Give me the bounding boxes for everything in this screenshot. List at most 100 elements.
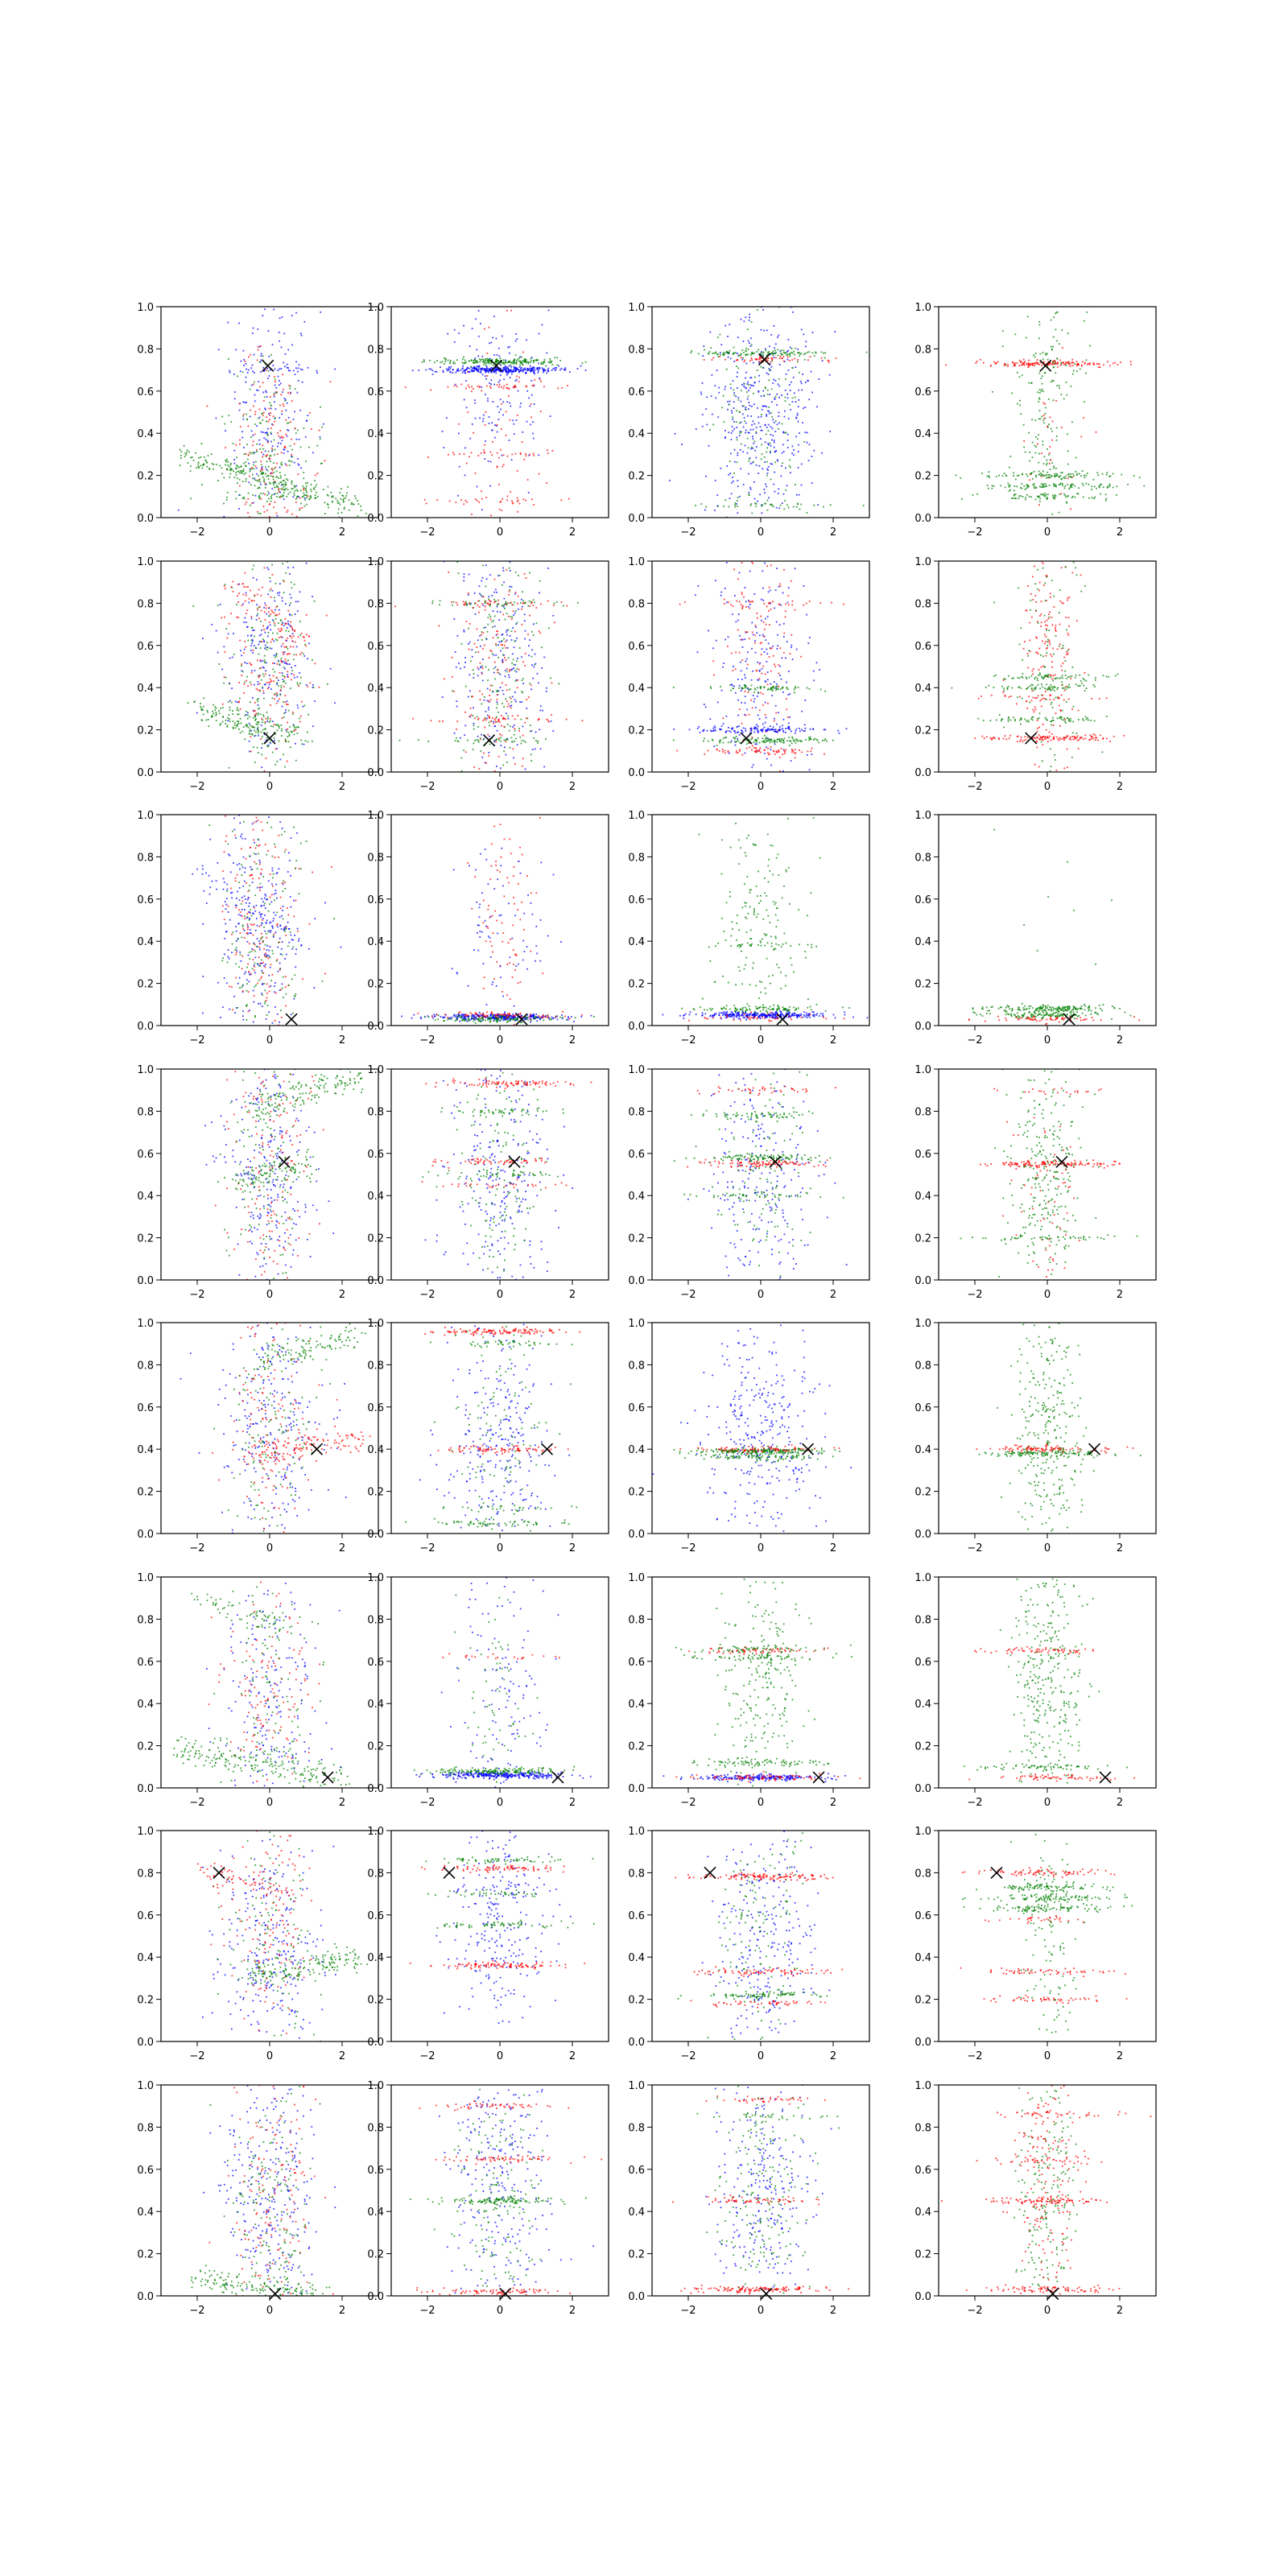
scatter-point bbox=[717, 353, 719, 355]
scatter-point bbox=[314, 486, 316, 488]
scatter-point bbox=[1055, 485, 1057, 488]
scatter-point bbox=[300, 633, 303, 634]
scatter-point bbox=[485, 585, 487, 588]
scatter-point bbox=[1052, 380, 1055, 382]
scatter-point bbox=[242, 431, 243, 433]
scatter-point bbox=[542, 371, 544, 374]
scatter-point bbox=[225, 460, 227, 463]
scatter-point bbox=[237, 595, 238, 597]
scatter-point bbox=[767, 469, 769, 471]
scatter-point bbox=[289, 726, 291, 728]
scatter-point bbox=[287, 429, 290, 431]
scatter-point bbox=[309, 495, 312, 497]
scatter-point bbox=[275, 606, 278, 608]
scatter-point bbox=[262, 625, 264, 627]
scatter-point bbox=[500, 650, 502, 652]
scatter-point bbox=[1045, 407, 1046, 409]
scatter-point bbox=[299, 717, 300, 720]
scatter-point bbox=[221, 467, 223, 469]
scatter-point bbox=[1055, 475, 1057, 477]
scatter-point bbox=[530, 357, 532, 360]
scatter-point bbox=[696, 651, 699, 654]
scatter-point bbox=[496, 466, 498, 469]
scatter-point bbox=[464, 601, 466, 604]
scatter-point bbox=[726, 350, 728, 353]
scatter-point bbox=[1047, 474, 1050, 476]
scatter-point bbox=[495, 600, 497, 602]
scatter-point bbox=[1063, 487, 1066, 489]
scatter-point bbox=[1049, 416, 1051, 419]
scatter-point bbox=[464, 603, 467, 605]
scatter-point bbox=[266, 627, 268, 629]
scatter-point bbox=[291, 667, 292, 669]
scatter-point bbox=[489, 451, 492, 453]
x-tick-label: 2 bbox=[569, 526, 576, 539]
scatter-point bbox=[526, 386, 528, 388]
scatter-point bbox=[354, 495, 356, 497]
scatter-point bbox=[449, 368, 452, 370]
scatter-point bbox=[1075, 471, 1077, 473]
scatter-point bbox=[290, 602, 291, 605]
scatter-point bbox=[456, 359, 458, 361]
scatter-point bbox=[280, 659, 283, 662]
scatter-point bbox=[476, 646, 478, 648]
scatter-point bbox=[264, 619, 266, 621]
scatter-point bbox=[287, 493, 290, 495]
scatter-point bbox=[262, 431, 264, 433]
scatter-point bbox=[262, 493, 264, 494]
scatter-point bbox=[297, 370, 299, 373]
scatter-point bbox=[782, 493, 785, 495]
scatter-point bbox=[311, 428, 312, 430]
scatter-point bbox=[1030, 473, 1032, 474]
scatter-point bbox=[304, 489, 307, 491]
scatter-point bbox=[538, 332, 540, 335]
scatter-point bbox=[752, 695, 754, 696]
scatter-point bbox=[532, 421, 534, 423]
scatter-point bbox=[1049, 445, 1051, 448]
scatter-point bbox=[231, 687, 233, 689]
scatter-point bbox=[460, 499, 462, 501]
scatter-point bbox=[751, 423, 753, 426]
scatter-point bbox=[249, 716, 251, 718]
scatter-point bbox=[264, 493, 266, 495]
scatter-point bbox=[272, 481, 275, 484]
scatter-point bbox=[1100, 493, 1101, 495]
scatter-point bbox=[242, 583, 244, 585]
scatter-point bbox=[473, 367, 475, 369]
scatter-point bbox=[741, 659, 743, 661]
scatter-point bbox=[256, 746, 258, 749]
scatter-point bbox=[295, 729, 297, 731]
scatter-point bbox=[1063, 493, 1065, 495]
scatter-point bbox=[458, 369, 460, 372]
scatter-point bbox=[508, 371, 510, 373]
scatter-point bbox=[488, 596, 490, 598]
scatter-point bbox=[799, 355, 801, 357]
scatter-point bbox=[460, 770, 463, 772]
scatter-point bbox=[279, 481, 282, 484]
scatter-point bbox=[767, 687, 770, 690]
scatter-point bbox=[301, 381, 303, 383]
scatter-point bbox=[262, 719, 264, 721]
scatter-point bbox=[279, 592, 281, 594]
scatter-point bbox=[228, 766, 230, 769]
scatter-point bbox=[496, 431, 498, 433]
scatter-point bbox=[270, 455, 272, 456]
scatter-point bbox=[1022, 363, 1025, 365]
scatter-point bbox=[709, 718, 712, 720]
scatter-point bbox=[997, 361, 999, 363]
scatter-point bbox=[258, 361, 261, 363]
scatter-point bbox=[293, 654, 295, 656]
scatter-point bbox=[301, 506, 303, 509]
points-layer bbox=[945, 311, 1146, 515]
scatter-point bbox=[1088, 497, 1090, 499]
scatter-point bbox=[754, 625, 757, 626]
scatter-point bbox=[782, 622, 785, 625]
scatter-point bbox=[497, 669, 499, 671]
scatter-point bbox=[481, 580, 483, 582]
scatter-point bbox=[1084, 362, 1086, 365]
scatter-point bbox=[529, 683, 531, 684]
scatter-point bbox=[1072, 483, 1074, 485]
scatter-point bbox=[327, 494, 329, 497]
scatter-point bbox=[493, 361, 496, 363]
scatter-point bbox=[493, 369, 496, 372]
